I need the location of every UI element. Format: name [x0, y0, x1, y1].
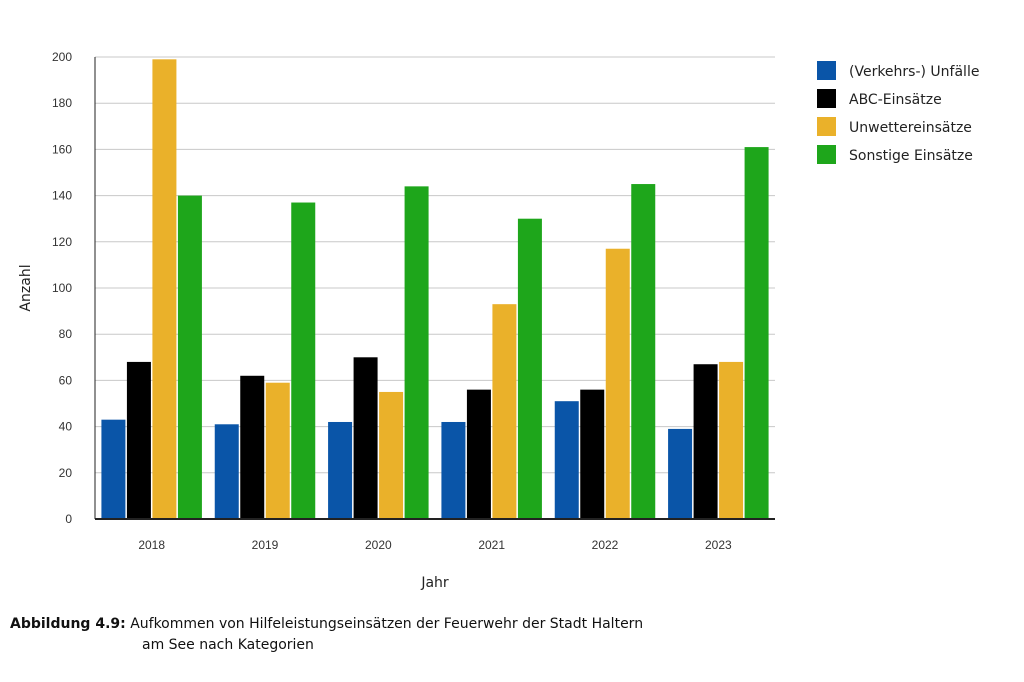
caption-line-1: Aufkommen von Hilfeleistungseinsätzen de…	[130, 616, 644, 632]
bar-2022-series-0	[554, 401, 579, 519]
bar-2020-series-0	[328, 421, 353, 519]
x-tick-label: 2020	[365, 538, 392, 552]
bar-2023-series-3	[744, 147, 769, 519]
x-axis-ticks: 2018 2019 2020 2021 2022 2023	[138, 538, 732, 552]
bar-2022-series-3	[631, 184, 656, 520]
y-axis-ticks: 0 20 40 60 80 100 120 140 160 180 200	[52, 50, 72, 526]
y-tick-label: 100	[52, 281, 72, 295]
x-axis-title: Jahr	[420, 575, 449, 591]
bar-2021-series-3	[517, 218, 542, 519]
legend-label: (Verkehrs-) Unfälle	[849, 64, 979, 80]
bar-2020-series-2	[379, 391, 404, 519]
legend-label: Sonstige Einsätze	[849, 148, 973, 164]
y-tick-label: 160	[52, 142, 72, 156]
y-tick-label: 60	[59, 373, 73, 387]
grid-lines	[95, 56, 775, 474]
bar-2021-series-1	[466, 389, 491, 519]
legend-label: Unwettereinsätze	[849, 120, 972, 136]
legend-swatch	[817, 117, 836, 136]
bar-2019-series-0	[214, 424, 239, 519]
bar-2022-series-2	[605, 248, 630, 520]
bar-chart: 0 20 40 60 80 100 120 140 160 180 200 2018 2019 2020…	[18, 50, 979, 591]
legend-swatch	[817, 61, 836, 80]
bar-2018-series-1	[126, 361, 151, 519]
bars	[101, 59, 769, 520]
figure-caption: Abbildung 4.9: Aufkommen von Hilfeleistu…	[10, 614, 810, 656]
x-tick-label: 2019	[252, 538, 279, 552]
y-tick-label: 180	[52, 96, 72, 110]
bar-2019-series-2	[265, 382, 290, 519]
y-tick-label: 20	[59, 466, 73, 480]
y-tick-label: 0	[65, 512, 72, 526]
legend-swatch	[817, 145, 836, 164]
legend-label: ABC-Einsätze	[849, 92, 942, 108]
bar-2022-series-1	[580, 389, 605, 519]
bar-2018-series-0	[101, 419, 126, 519]
bar-2023-series-0	[668, 428, 693, 519]
caption-line-2: am See nach Kategorien	[142, 637, 314, 653]
bar-2023-series-1	[693, 364, 718, 519]
bar-2018-series-2	[152, 59, 177, 520]
y-tick-label: 140	[52, 189, 72, 203]
bar-2020-series-3	[404, 186, 429, 520]
bar-2021-series-0	[441, 421, 466, 519]
x-tick-label: 2018	[138, 538, 165, 552]
x-tick-label: 2022	[592, 538, 619, 552]
bar-2021-series-2	[492, 304, 517, 519]
x-tick-label: 2023	[705, 538, 732, 552]
y-tick-label: 40	[59, 420, 73, 434]
y-axis-title: Anzahl	[18, 264, 34, 311]
caption-label: Abbildung 4.9:	[10, 616, 126, 632]
bar-2023-series-2	[719, 361, 744, 519]
legend-swatch	[817, 89, 836, 108]
x-tick-label: 2021	[478, 538, 505, 552]
legend: (Verkehrs-) Unfälle ABC-Einsätze Unwettere…	[817, 61, 979, 164]
y-tick-label: 200	[52, 50, 72, 64]
bar-2019-series-3	[291, 202, 316, 519]
bar-2020-series-1	[353, 357, 378, 519]
y-tick-label: 120	[52, 235, 72, 249]
bar-2019-series-1	[240, 375, 265, 519]
y-tick-label: 80	[59, 327, 73, 341]
bar-2018-series-3	[177, 195, 202, 519]
